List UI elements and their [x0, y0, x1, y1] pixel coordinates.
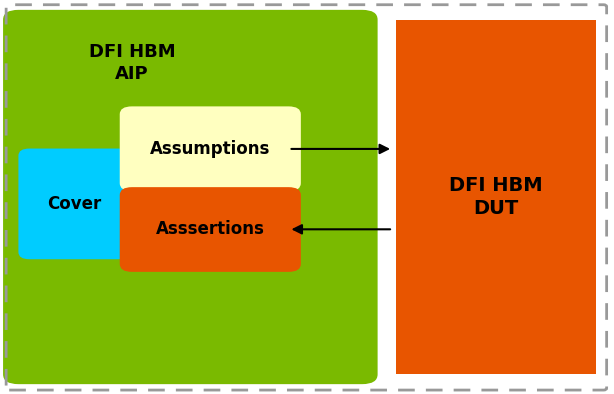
FancyBboxPatch shape — [120, 106, 301, 191]
Text: Cover: Cover — [47, 195, 101, 213]
Text: DFI HBM
AIP: DFI HBM AIP — [88, 43, 176, 83]
FancyBboxPatch shape — [3, 10, 378, 384]
FancyBboxPatch shape — [120, 187, 301, 272]
Text: Asssertions: Asssertions — [155, 220, 265, 238]
FancyBboxPatch shape — [18, 149, 130, 259]
Bar — [396, 20, 596, 374]
Text: Assumptions: Assumptions — [150, 140, 270, 158]
Text: DFI HBM
DUT: DFI HBM DUT — [449, 176, 543, 218]
